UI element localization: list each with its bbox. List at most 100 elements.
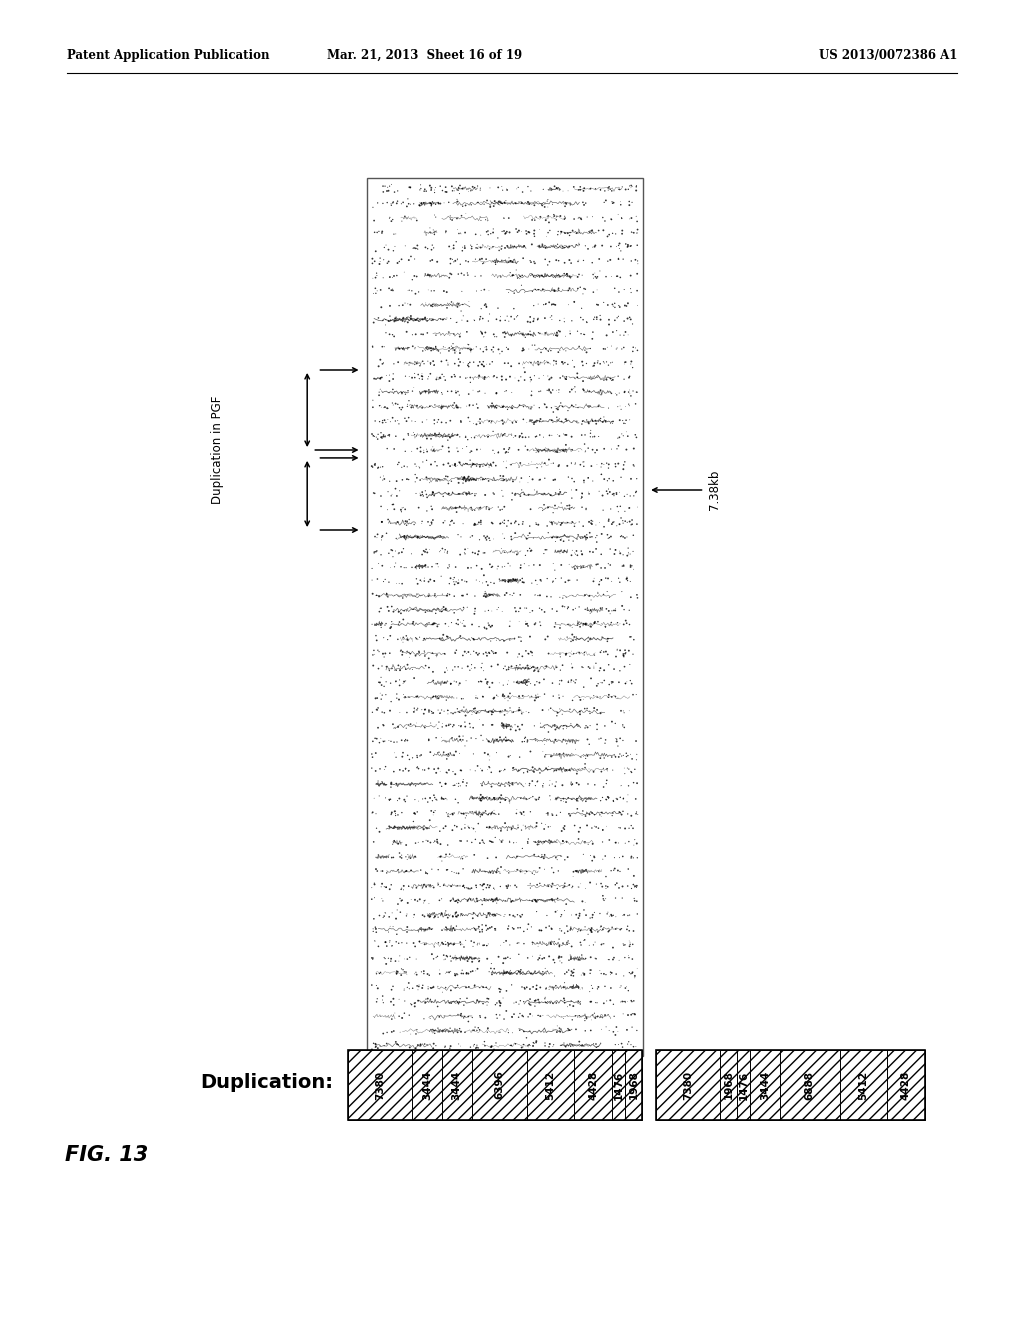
- Point: [407, 904, 423, 925]
- Point: [463, 961, 479, 982]
- Point: [573, 209, 590, 230]
- Point: [438, 904, 455, 925]
- Point: [559, 455, 575, 477]
- Point: [487, 920, 504, 941]
- Point: [417, 308, 433, 329]
- Point: [473, 298, 489, 319]
- Point: [549, 399, 565, 420]
- Point: [593, 1019, 609, 1040]
- Point: [437, 916, 454, 937]
- Point: [465, 936, 481, 957]
- Point: [385, 209, 401, 230]
- Point: [368, 688, 384, 709]
- Point: [596, 933, 612, 954]
- Point: [395, 627, 412, 648]
- Point: [584, 220, 600, 242]
- Point: [476, 368, 493, 389]
- Point: [517, 426, 534, 447]
- Point: [449, 191, 465, 213]
- Point: [589, 454, 605, 475]
- Point: [456, 697, 472, 718]
- Point: [571, 906, 588, 927]
- Point: [588, 993, 604, 1014]
- Point: [545, 280, 561, 301]
- Point: [535, 700, 551, 721]
- Point: [516, 805, 532, 826]
- Point: [549, 1022, 565, 1043]
- Point: [590, 611, 606, 632]
- Point: [378, 953, 394, 974]
- Point: [379, 936, 395, 957]
- Point: [604, 294, 621, 315]
- Point: [629, 235, 645, 256]
- Point: [420, 264, 436, 285]
- Point: [401, 978, 418, 999]
- Point: [380, 921, 396, 942]
- Point: [570, 524, 587, 545]
- Point: [605, 296, 622, 317]
- Point: [495, 685, 511, 706]
- Point: [395, 191, 412, 213]
- Point: [379, 438, 395, 459]
- Point: [376, 469, 392, 490]
- Point: [487, 919, 504, 940]
- Point: [553, 904, 569, 925]
- Point: [465, 413, 481, 434]
- Point: [390, 602, 407, 623]
- Point: [622, 962, 638, 983]
- Point: [542, 220, 558, 242]
- Point: [433, 685, 450, 706]
- Point: [444, 762, 461, 783]
- Point: [482, 454, 499, 475]
- Point: [396, 978, 413, 999]
- Point: [616, 486, 633, 507]
- Point: [374, 428, 390, 449]
- Point: [529, 585, 546, 606]
- Point: [613, 804, 630, 825]
- Bar: [737, 1049, 751, 1119]
- Point: [601, 224, 617, 246]
- Point: [376, 572, 392, 593]
- Point: [384, 935, 400, 956]
- Point: [486, 804, 503, 825]
- Point: [395, 684, 412, 705]
- Point: [382, 626, 398, 647]
- Point: [425, 238, 441, 259]
- Point: [598, 964, 614, 985]
- Point: [425, 612, 441, 634]
- Point: [583, 1020, 599, 1041]
- Point: [539, 380, 555, 401]
- Point: [428, 762, 444, 783]
- Point: [474, 469, 490, 490]
- Point: [550, 280, 566, 301]
- Point: [438, 945, 455, 966]
- Point: [549, 325, 565, 346]
- Point: [602, 539, 618, 560]
- Point: [399, 892, 416, 913]
- Point: [586, 657, 602, 678]
- Point: [543, 789, 559, 810]
- Point: [457, 1006, 473, 1027]
- Point: [426, 801, 442, 822]
- Point: [522, 994, 539, 1015]
- Point: [625, 949, 641, 970]
- Point: [446, 945, 463, 966]
- Point: [525, 251, 542, 272]
- Point: [514, 341, 530, 362]
- Point: [397, 384, 414, 405]
- Point: [563, 453, 580, 474]
- Point: [611, 232, 628, 253]
- Point: [373, 496, 389, 517]
- Point: [370, 845, 386, 866]
- Point: [569, 528, 586, 549]
- Point: [582, 541, 598, 562]
- Point: [554, 952, 570, 973]
- Point: [565, 965, 582, 986]
- Point: [493, 789, 509, 810]
- Point: [424, 513, 440, 535]
- Point: [436, 949, 453, 970]
- Point: [514, 513, 530, 535]
- Point: [460, 656, 476, 677]
- Point: [468, 643, 484, 664]
- Point: [611, 801, 628, 822]
